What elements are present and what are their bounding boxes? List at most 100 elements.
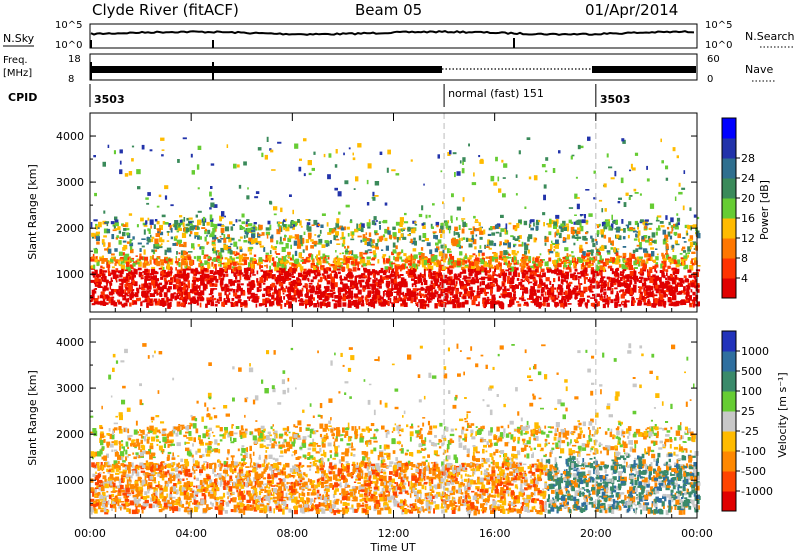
echo-cell	[575, 220, 580, 224]
echo-cell	[235, 301, 239, 307]
echo-cell	[440, 256, 445, 259]
echo-cell	[280, 285, 284, 290]
echo-cell	[115, 236, 119, 240]
echo-cell	[382, 258, 386, 263]
echo-cell	[176, 251, 178, 255]
echo-cell	[608, 226, 612, 231]
echo-cell	[571, 431, 576, 434]
echo-cell	[370, 302, 375, 308]
echo-cell	[220, 227, 225, 233]
echo-cell	[190, 298, 195, 304]
echo-cell	[306, 289, 310, 293]
echo-cell	[398, 275, 401, 278]
echo-cell	[239, 246, 243, 250]
echo-cell	[168, 271, 172, 277]
echo-cell	[561, 279, 564, 285]
echo-cell	[101, 261, 105, 264]
echo-cell	[433, 262, 437, 266]
echo-cell	[554, 232, 557, 238]
echo-cell	[400, 264, 405, 270]
echo-cell	[412, 288, 417, 292]
echo-cell	[475, 228, 480, 232]
echo-cell	[402, 278, 407, 282]
echo-cell	[376, 277, 378, 281]
echo-cell	[507, 242, 511, 248]
echo-cell	[511, 298, 515, 301]
echo-cell	[670, 301, 673, 307]
echo-cell	[568, 293, 573, 298]
echo-cell	[595, 264, 598, 270]
echo-cell	[634, 192, 639, 194]
echo-cell	[244, 257, 250, 260]
echo-cell	[667, 285, 671, 291]
echo-cell	[507, 275, 510, 282]
echo-cell	[255, 297, 259, 303]
echo-cell	[397, 287, 400, 294]
echo-cell	[655, 288, 659, 294]
echo-cell	[340, 237, 342, 240]
echo-cell	[461, 218, 466, 220]
echo-cell	[687, 282, 692, 286]
echo-cell	[239, 236, 243, 239]
echo-cell	[618, 235, 622, 240]
echo-cell	[358, 279, 363, 283]
echo-cell	[247, 267, 251, 271]
echo-cell	[671, 279, 676, 282]
echo-cell	[625, 289, 630, 294]
echo-cell	[357, 268, 361, 271]
echo-cell	[558, 257, 561, 262]
echo-cell	[629, 169, 632, 172]
echo-cell	[251, 285, 254, 290]
echo-cell	[642, 267, 646, 270]
echo-cell	[111, 234, 115, 240]
echo-cell	[149, 289, 151, 292]
echo-cell	[105, 221, 110, 224]
echo-cell	[251, 239, 255, 245]
echo-cell	[652, 274, 656, 280]
echo-cell	[391, 262, 396, 265]
ytick-label: 4000	[56, 130, 84, 143]
echo-cell	[275, 297, 279, 301]
echo-cell	[499, 288, 501, 291]
echo-cell	[362, 234, 366, 239]
echo-cell	[105, 295, 109, 298]
echo-cell	[195, 290, 199, 293]
echo-cell	[372, 245, 375, 248]
echo-cell	[440, 170, 443, 173]
echo-cell	[421, 259, 426, 265]
echo-cell	[560, 285, 563, 291]
echo-cell	[250, 280, 255, 284]
echo-cell	[668, 258, 672, 262]
echo-cell	[413, 254, 418, 259]
echo-cell	[226, 298, 231, 303]
echo-cell	[190, 153, 193, 158]
echo-cell	[691, 299, 696, 302]
echo-cell	[551, 242, 556, 246]
echo-cell	[644, 253, 649, 258]
echo-cell	[653, 259, 657, 263]
echo-cell	[218, 298, 221, 301]
echo-cell	[535, 222, 540, 226]
echo-cell	[361, 279, 365, 283]
echo-cell	[562, 259, 568, 263]
echo-cell	[275, 279, 279, 285]
echo-cell	[343, 152, 345, 156]
echo-cell	[562, 256, 566, 260]
echo-cell	[191, 416, 196, 421]
echo-cell	[544, 242, 547, 246]
echo-cell	[421, 253, 425, 258]
echo-cell	[451, 302, 455, 304]
echo-cell	[441, 301, 446, 304]
echo-cell	[342, 284, 346, 288]
echo-cell	[451, 219, 453, 224]
echo-cell	[454, 226, 458, 232]
echo-cell	[204, 228, 207, 232]
echo-cell	[533, 283, 537, 286]
echo-cell	[565, 280, 568, 283]
echo-cell	[303, 173, 306, 177]
echo-cell	[388, 269, 390, 274]
echo-cell	[594, 299, 598, 304]
echo-cell	[656, 216, 659, 221]
echo-cell	[164, 260, 168, 264]
echo-cell	[377, 299, 382, 304]
